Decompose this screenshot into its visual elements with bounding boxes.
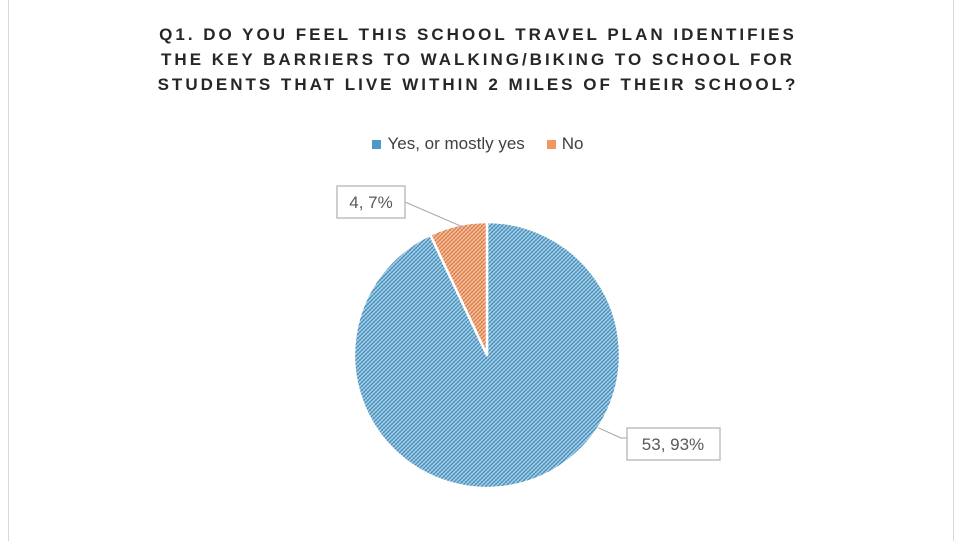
leader-line-yes [598,427,627,439]
legend-item-yes: Yes, or mostly yes [372,134,525,154]
title-line-3: STUDENTS THAT LIVE WITHIN 2 MILES OF THE… [157,75,799,94]
legend-swatch-no [546,139,556,149]
legend-swatch-yes [372,139,382,149]
legend-label-yes: Yes, or mostly yes [387,134,525,153]
data-label-no: 4, 7% [349,193,392,212]
data-label-yes-box [626,427,721,461]
legend-item-no: No [546,134,584,154]
title-line-1: Q1. DO YOU FEEL THIS SCHOOL TRAVEL PLAN … [159,25,797,44]
title-line-2: THE KEY BARRIERS TO WALKING/BIKING TO SC… [161,50,795,69]
chart-title: Q1. DO YOU FEEL THIS SCHOOL TRAVEL PLAN … [0,22,956,97]
leader-line-no [404,201,465,228]
chart-frame [8,0,954,541]
data-label-yes: 53, 93% [642,435,704,454]
data-label-no-box [336,185,406,219]
legend-label-no: No [561,134,584,153]
chart-legend: Yes, or mostly yes No [0,134,956,154]
